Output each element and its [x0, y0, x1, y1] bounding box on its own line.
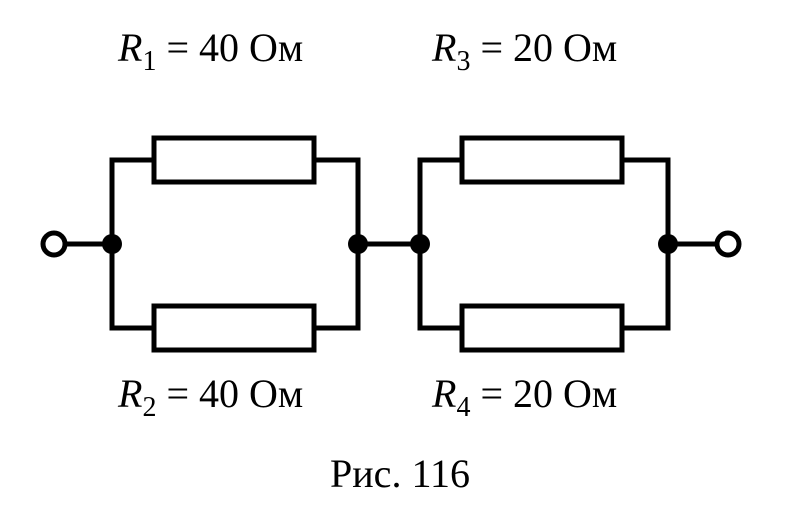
label-r1: R1 = 40 Ом — [118, 24, 303, 78]
label-r2: R2 = 40 Ом — [118, 370, 303, 424]
label-r4: R4 = 20 Ом — [432, 370, 617, 424]
figure-caption: Рис. 116 — [0, 450, 800, 497]
label-r3: R3 = 20 Ом — [432, 24, 617, 78]
